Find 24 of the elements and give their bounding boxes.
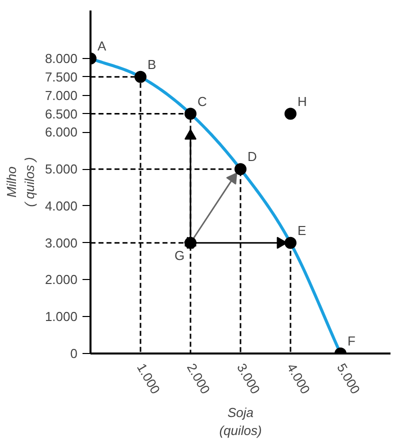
- y-tick-label: 1.000: [44, 309, 78, 324]
- annotation: B: [148, 56, 156, 72]
- x-tick-label: 4.000: [284, 360, 314, 396]
- y-tick-label: 7.500: [44, 69, 78, 84]
- y-tick-label: 3.000: [44, 235, 78, 250]
- annotation: H: [298, 94, 307, 109]
- y-tick-label: 5.000: [44, 162, 78, 177]
- annotation: D: [248, 149, 257, 164]
- y-tick-label: 0: [70, 346, 78, 361]
- y-tick-label: 2.000: [44, 272, 78, 288]
- annotation: G: [174, 248, 185, 263]
- annotation: F: [348, 334, 356, 348]
- annotation: A: [98, 38, 106, 54]
- y-tick-label: 4.000: [44, 198, 78, 214]
- annotation: C: [198, 94, 207, 109]
- y-tick-label: 7.000: [44, 88, 78, 103]
- annotation: E: [298, 222, 306, 238]
- y-tick-label: 8.000: [44, 50, 78, 66]
- y-tick-label: 6.500: [44, 106, 78, 122]
- y-tick-label: 6.000: [44, 124, 78, 140]
- x-tick-label: 5.000: [334, 360, 364, 396]
- y-axis-title: Milho ( quilos ): [4, 157, 37, 207]
- x-axis-title: Soja (quilos): [219, 405, 262, 438]
- x-tick-label: 3.000: [234, 360, 264, 396]
